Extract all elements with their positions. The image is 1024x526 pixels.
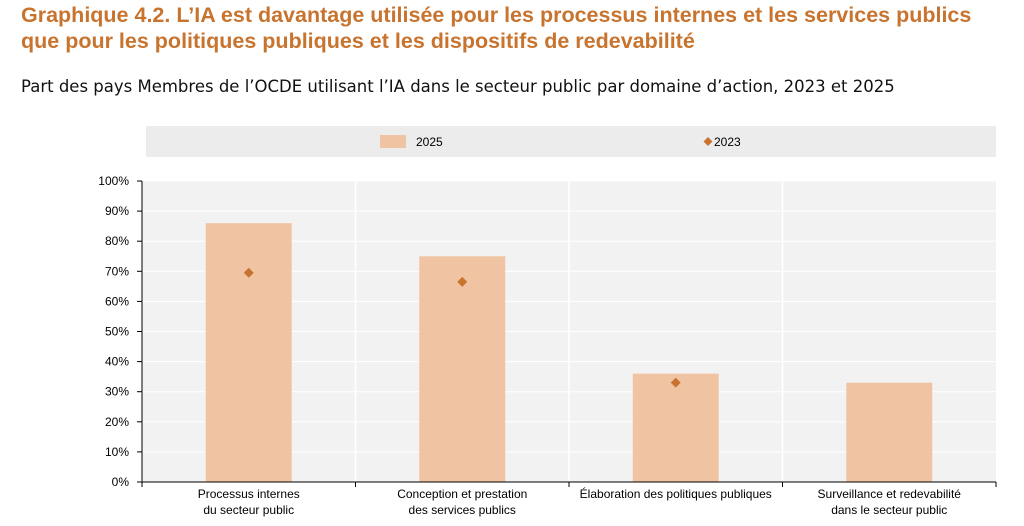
y-tick-label: 40% (105, 355, 129, 369)
bar-2025 (846, 382, 933, 482)
marker-2023 (243, 267, 254, 278)
legend-background (146, 126, 996, 157)
legend-swatch-2025 (380, 135, 406, 148)
y-tick-label: 100% (98, 174, 129, 188)
legend-label-2023: 2023 (714, 135, 741, 149)
plot-area: 0% 10% 20% 30% 40% 50% 60% 70% 80% 90% 100% Process… (98, 174, 997, 517)
y-tick-label: 50% (105, 325, 129, 339)
y-tick-label: 60% (105, 294, 129, 308)
legend: 2025 2023 (146, 126, 996, 157)
y-tick-label: 30% (105, 385, 129, 399)
chart-subtitle: Part des pays Membres de l’OCDE utilisan… (21, 77, 895, 96)
y-tick-label: 90% (105, 204, 129, 218)
chart-title: Graphique 4.2. L’IA est davantage utilis… (21, 3, 972, 53)
legend-label-2025: 2025 (416, 135, 443, 149)
x-tick-label: Élaboration des politiques publiques (580, 486, 772, 501)
x-tick-label: Conception et prestation des services pub… (397, 487, 527, 517)
marker-2023 (670, 377, 681, 388)
y-tick-label: 20% (105, 415, 129, 429)
x-tick-label: Processus internes du secteur public (198, 487, 300, 517)
bar-2025 (632, 373, 719, 482)
y-tick-label: 0% (112, 475, 130, 489)
bar-2025 (419, 256, 506, 482)
y-tick-label: 10% (105, 445, 129, 459)
bar-2025 (205, 223, 292, 482)
marker-2023 (457, 276, 468, 287)
legend-swatch-2023 (703, 137, 713, 146)
y-tick-label: 80% (105, 234, 129, 248)
x-tick-label: Surveillance et redevabilité dans le sect… (818, 487, 962, 517)
y-tick-label: 70% (105, 264, 129, 278)
